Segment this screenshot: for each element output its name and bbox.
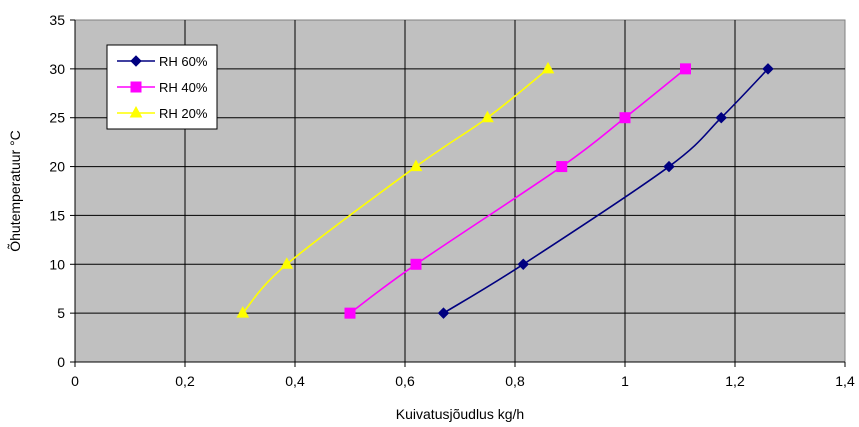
data-point-triangle bbox=[280, 257, 294, 269]
y-tick-label: 20 bbox=[49, 159, 65, 175]
series-layer bbox=[236, 61, 774, 319]
data-point-diamond bbox=[715, 112, 727, 124]
legend-label: RH 20% bbox=[159, 106, 208, 121]
x-tick-label: 1,2 bbox=[725, 373, 745, 389]
series-diamond bbox=[437, 63, 774, 319]
x-axis-title: Kuivatusjõudlus kg/h bbox=[396, 406, 524, 422]
x-tick-label: 1,4 bbox=[835, 373, 855, 389]
x-tick-label: 0 bbox=[71, 373, 79, 389]
legend-marker-diamond bbox=[130, 55, 142, 67]
series-line bbox=[349, 68, 687, 314]
series-line bbox=[443, 68, 769, 314]
data-point-square bbox=[344, 307, 356, 319]
y-tick-label: 0 bbox=[57, 354, 65, 370]
series-square bbox=[344, 63, 691, 319]
data-point-square bbox=[619, 112, 631, 124]
x-tick-label: 0,4 bbox=[285, 373, 305, 389]
data-point-triangle bbox=[236, 306, 250, 318]
data-point-triangle bbox=[481, 110, 494, 123]
y-tick-label: 10 bbox=[49, 256, 65, 272]
y-tick-label: 15 bbox=[49, 207, 65, 223]
data-point-diamond bbox=[663, 160, 675, 173]
data-point-diamond bbox=[762, 63, 774, 75]
data-point-triangle bbox=[541, 61, 555, 74]
data-point-triangle bbox=[409, 159, 423, 172]
x-tick-label: 0,6 bbox=[395, 373, 415, 389]
legend-marker-triangle bbox=[129, 105, 143, 118]
y-axis-title: Õhutemperatuur °C bbox=[7, 130, 23, 252]
y-tick-label: 25 bbox=[49, 110, 65, 126]
data-point-diamond bbox=[517, 258, 529, 270]
legend-label: RH 60% bbox=[159, 54, 208, 69]
legend-label: RH 40% bbox=[159, 80, 208, 95]
legend-marker-square bbox=[130, 81, 142, 93]
series-triangle bbox=[236, 61, 555, 318]
data-point-diamond bbox=[437, 307, 450, 319]
axes: 0 0,2 0,4 0,6 0,8 1 1,2 1,4 0 5 10 15 20 25 30 35 bbox=[49, 12, 855, 389]
y-tick-label: 5 bbox=[57, 305, 65, 321]
data-point-square bbox=[680, 63, 691, 75]
x-tick-label: 1 bbox=[621, 373, 629, 389]
legend: RH 60% RH 40% RH 20% bbox=[106, 44, 218, 130]
data-point-square bbox=[556, 161, 568, 173]
y-tick-label: 35 bbox=[49, 12, 65, 28]
x-tick-label: 0,8 bbox=[505, 373, 525, 389]
x-tick-label: 0,2 bbox=[175, 373, 195, 389]
data-point-square bbox=[410, 258, 422, 270]
y-tick-label: 30 bbox=[49, 61, 65, 77]
grid-lines bbox=[75, 20, 845, 362]
